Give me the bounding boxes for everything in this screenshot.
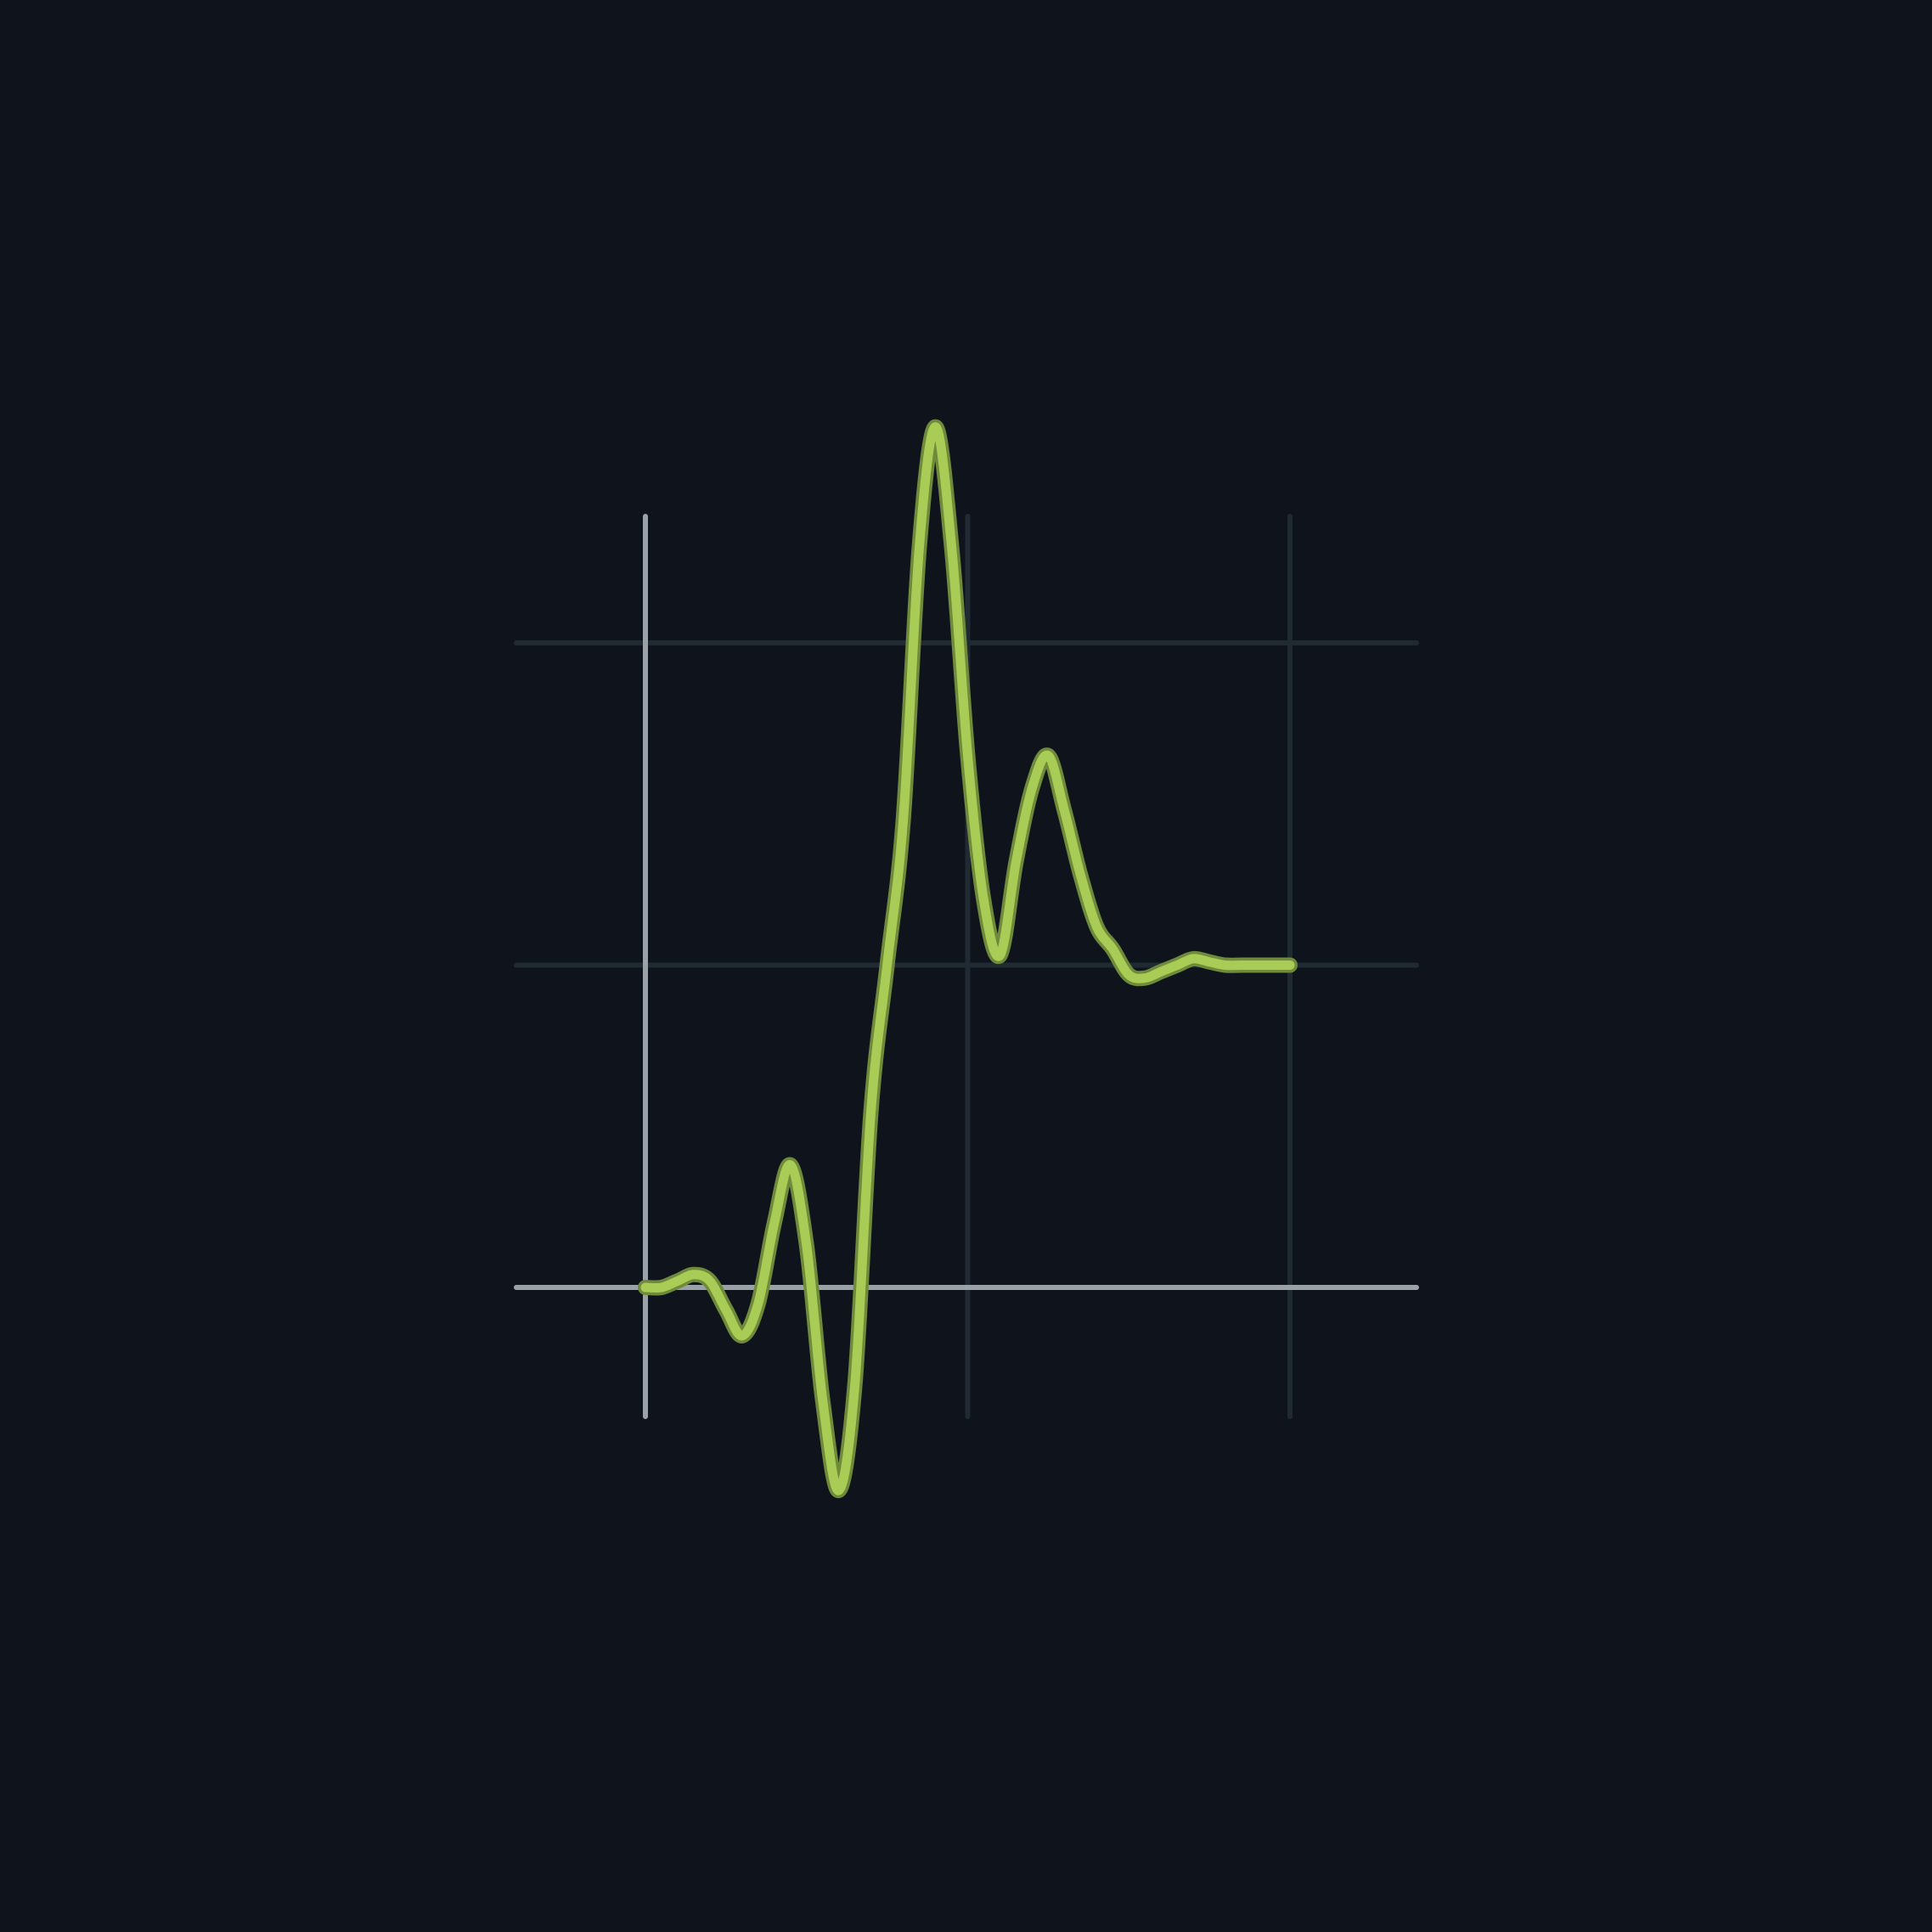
series-layer [638, 419, 1298, 1499]
series-line-0 [640, 422, 1295, 1495]
